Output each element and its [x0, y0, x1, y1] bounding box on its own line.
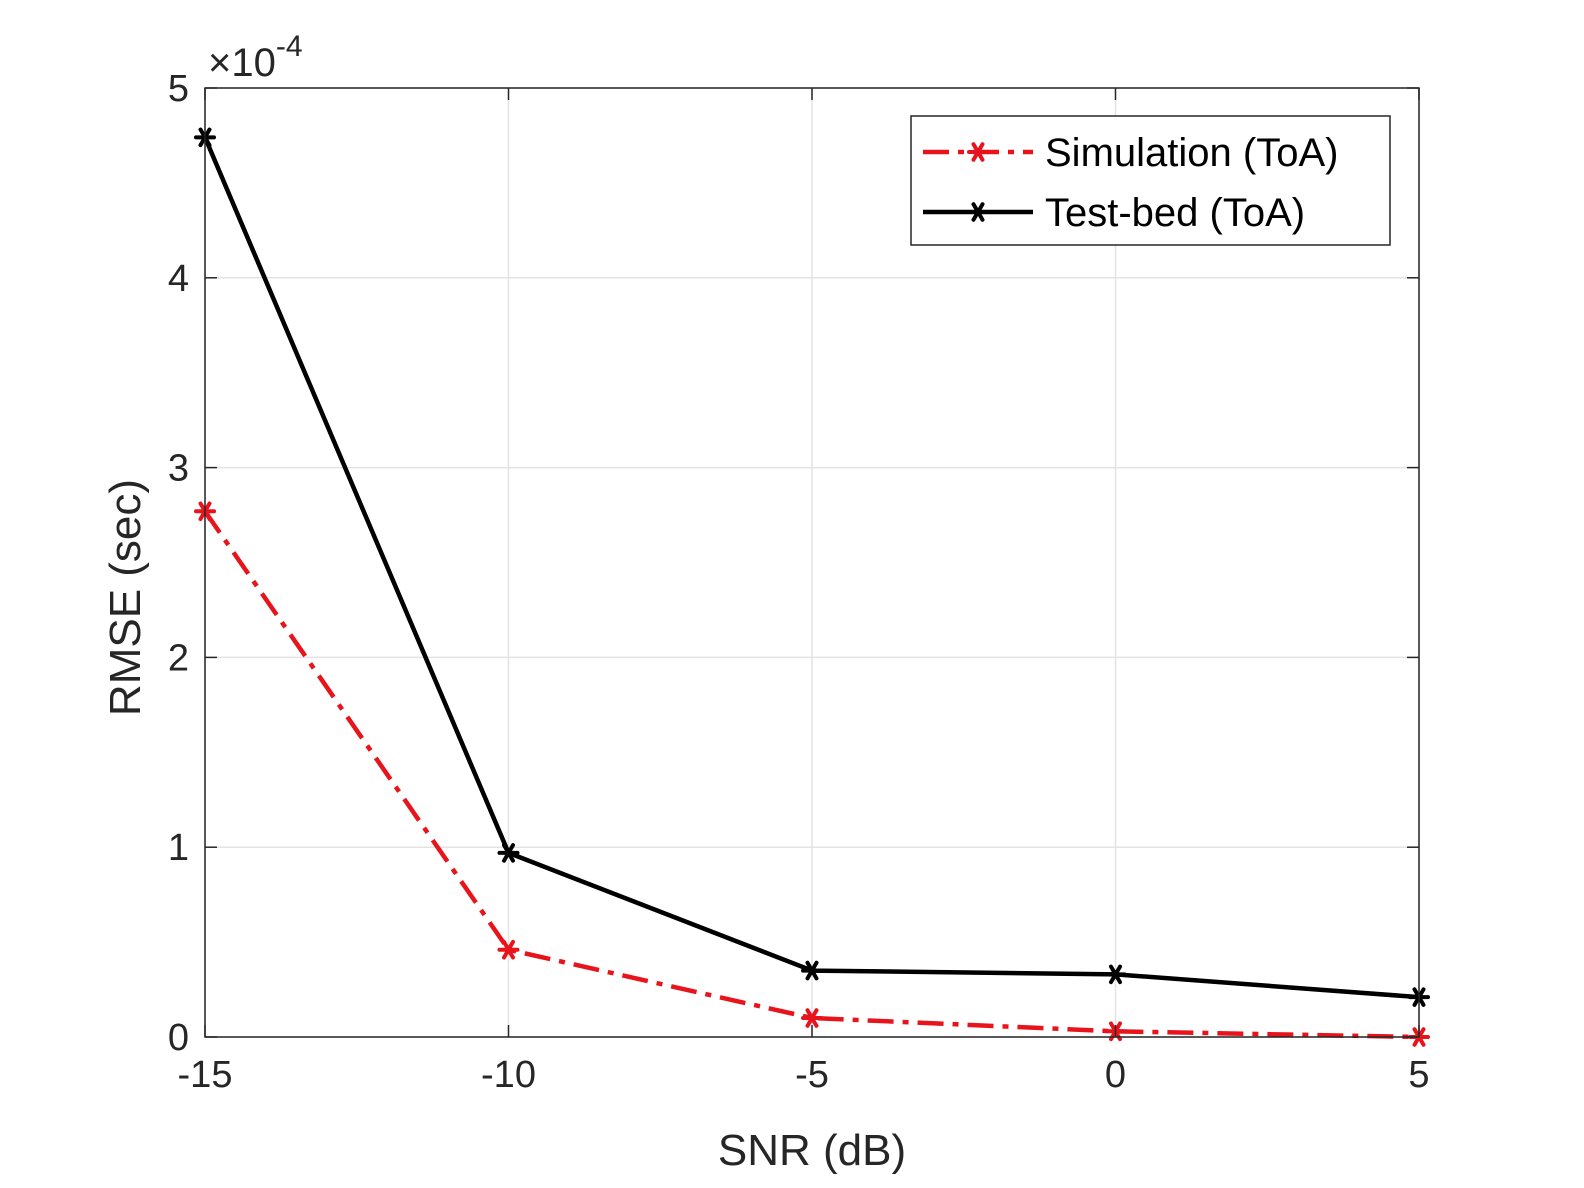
- x-tick-label: -10: [481, 1054, 536, 1096]
- data-point: [801, 960, 823, 981]
- legend-marker: [967, 202, 989, 222]
- y-tick-label: 3: [168, 448, 189, 490]
- x-tick-label: 5: [1408, 1054, 1429, 1096]
- axis-ticks: [204, 87, 1420, 1038]
- data-point: [801, 1008, 823, 1028]
- y-exponent-label: ×10-4: [208, 30, 303, 85]
- legend-entry: Simulation (ToA): [1045, 131, 1338, 175]
- x-axis-label: SNR (dB): [718, 1126, 906, 1175]
- series-line: [203, 509, 1420, 1040]
- data-point: [497, 843, 520, 863]
- series-layer: [194, 127, 1430, 1047]
- x-tick-label: -5: [795, 1054, 829, 1096]
- legend-marker: [967, 142, 989, 162]
- y-axis-label: RMSE (sec): [101, 479, 150, 716]
- legend-box: [910, 115, 1391, 246]
- data-point: [497, 939, 520, 960]
- x-tick-label: 0: [1105, 1054, 1126, 1096]
- y-tick-label: 1: [168, 827, 189, 869]
- y-tick-label: 0: [168, 1017, 189, 1059]
- tick-labels: -15 -10 -5 0 5 0 1 2 3 4 5: [168, 68, 1430, 1096]
- legend: Simulation (ToA) Test-bed (ToA): [910, 115, 1391, 246]
- y-tick-label: 4: [168, 258, 189, 300]
- data-point: [1104, 964, 1127, 985]
- x-tick-label: -15: [178, 1054, 233, 1096]
- y-exponent-times: ×10: [208, 41, 276, 85]
- y-tick-label: 5: [168, 68, 189, 110]
- legend-entry: Test-bed (ToA): [1045, 191, 1305, 235]
- y-tick-label: 2: [168, 637, 189, 679]
- y-exponent-power: -4: [276, 30, 303, 63]
